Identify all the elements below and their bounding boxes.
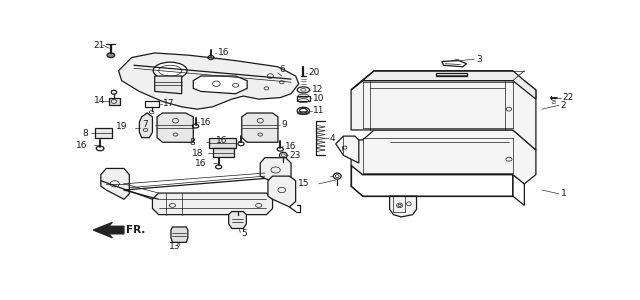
Text: 16: 16 xyxy=(195,158,206,167)
Text: 16: 16 xyxy=(285,142,296,151)
Text: 4: 4 xyxy=(330,134,335,143)
Polygon shape xyxy=(260,158,291,186)
Polygon shape xyxy=(95,128,113,138)
Polygon shape xyxy=(101,168,129,199)
Polygon shape xyxy=(140,113,152,138)
Polygon shape xyxy=(171,227,188,242)
Text: 8: 8 xyxy=(82,128,88,137)
Text: 7: 7 xyxy=(142,120,148,129)
Ellipse shape xyxy=(107,53,115,58)
Polygon shape xyxy=(109,98,120,105)
Polygon shape xyxy=(193,76,247,94)
Polygon shape xyxy=(351,81,536,150)
Text: FR.: FR. xyxy=(126,225,146,235)
Polygon shape xyxy=(351,70,536,99)
Text: 15: 15 xyxy=(298,179,310,188)
Text: 9: 9 xyxy=(282,120,287,129)
Ellipse shape xyxy=(153,62,187,79)
Polygon shape xyxy=(157,113,193,142)
Text: 23: 23 xyxy=(289,151,301,160)
Polygon shape xyxy=(155,76,182,94)
Polygon shape xyxy=(209,138,236,148)
Text: 21: 21 xyxy=(93,41,104,50)
Text: 16: 16 xyxy=(216,136,228,145)
Text: 13: 13 xyxy=(169,242,180,251)
Polygon shape xyxy=(336,136,359,163)
Text: 6: 6 xyxy=(280,65,285,74)
Polygon shape xyxy=(212,148,234,157)
Text: 2: 2 xyxy=(561,101,566,110)
Text: 5: 5 xyxy=(242,229,248,238)
Text: 16: 16 xyxy=(76,141,88,150)
Text: 14: 14 xyxy=(94,96,106,105)
Polygon shape xyxy=(351,130,536,184)
Text: 16: 16 xyxy=(200,118,212,127)
Text: 19: 19 xyxy=(116,122,128,131)
Text: 11: 11 xyxy=(314,106,325,115)
Text: 22: 22 xyxy=(562,93,573,102)
Text: 10: 10 xyxy=(312,94,324,103)
Text: 12: 12 xyxy=(312,85,323,94)
Text: 18: 18 xyxy=(192,148,204,158)
Polygon shape xyxy=(93,222,124,238)
Polygon shape xyxy=(268,176,296,207)
Text: 1: 1 xyxy=(561,189,566,198)
Polygon shape xyxy=(242,113,278,142)
Polygon shape xyxy=(152,193,273,214)
Text: 20: 20 xyxy=(308,68,320,77)
Polygon shape xyxy=(228,212,246,229)
Polygon shape xyxy=(118,53,299,109)
Text: 8: 8 xyxy=(190,138,196,147)
Text: 3: 3 xyxy=(476,55,481,64)
Text: 16: 16 xyxy=(218,48,229,57)
Text: 17: 17 xyxy=(163,99,175,108)
Polygon shape xyxy=(390,196,417,217)
